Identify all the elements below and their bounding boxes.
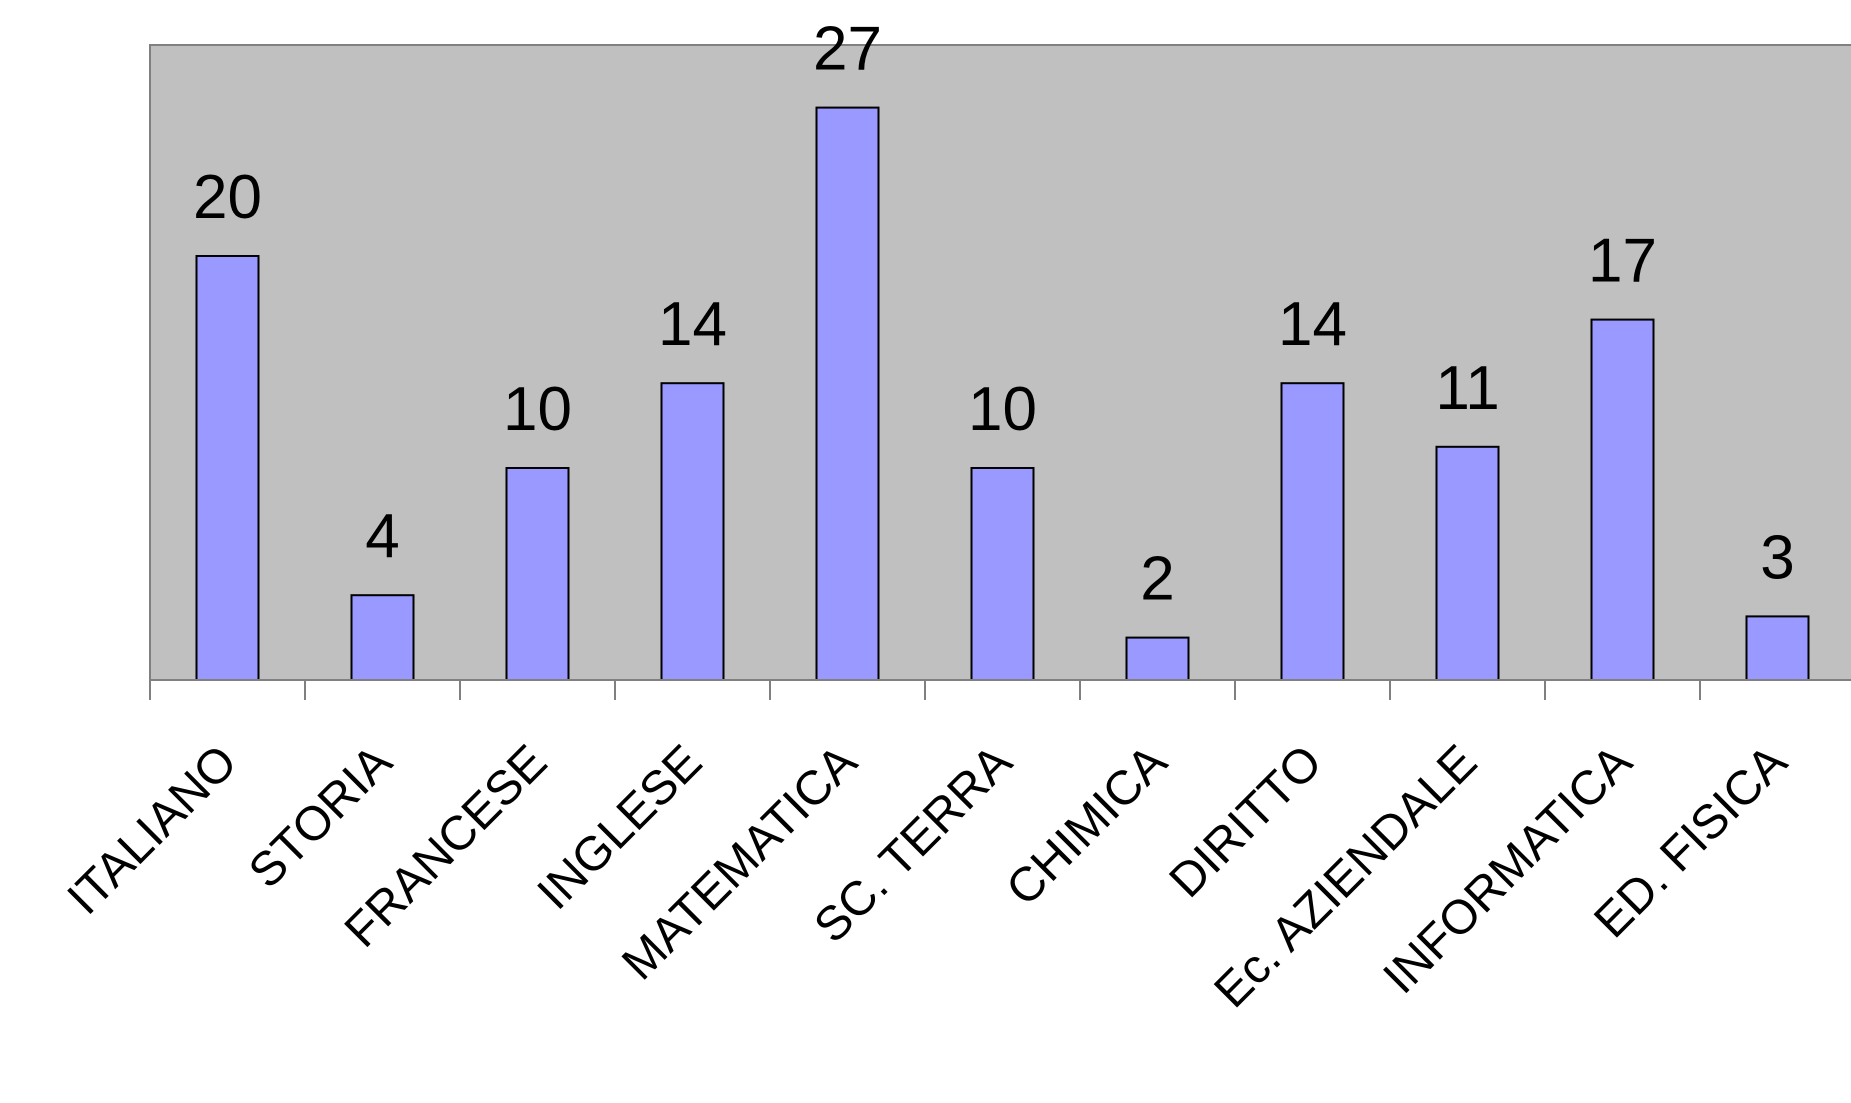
category-label-italiano: ITALIANO	[58, 735, 248, 925]
data-label-chimica: 2	[1140, 545, 1174, 614]
bar-francese	[505, 467, 570, 681]
bar-italiano	[195, 255, 260, 681]
data-label-storia: 4	[365, 502, 399, 571]
bar-matematica	[815, 106, 880, 682]
category-label-ec-aziendale: Ec. AZIENDALE	[1205, 735, 1488, 1018]
category-label-chimica: CHIMICA	[996, 735, 1177, 916]
data-labels-group: 20 4 10 14 27 10 2 14 11 17 3	[193, 15, 1795, 614]
bars-group	[195, 106, 1810, 682]
bar-sc-terra	[970, 467, 1035, 681]
data-label-sc-terra: 10	[968, 375, 1037, 444]
data-label-matematica: 27	[813, 15, 882, 84]
data-label-ec-aziendale: 11	[1435, 354, 1499, 423]
bar-inglese	[660, 382, 725, 681]
category-label-storia: STORIA	[239, 735, 402, 898]
data-label-informatica: 17	[1588, 227, 1657, 296]
category-labels-group: ITALIANOSTORIAFRANCESEINGLESEMATEMATICAS…	[58, 735, 1798, 1018]
bar-chimica	[1125, 636, 1190, 681]
data-label-francese: 10	[503, 375, 572, 444]
x-axis-ticks	[149, 680, 1701, 700]
data-label-inglese: 14	[658, 290, 727, 359]
bar-storia	[350, 594, 415, 682]
bar-ec-aziendale	[1435, 445, 1500, 681]
data-label-diritto: 14	[1278, 290, 1347, 359]
bar-ed-fisica	[1745, 615, 1810, 682]
bar-informatica	[1590, 318, 1655, 681]
bar-diritto	[1280, 382, 1345, 681]
data-label-ed-fisica: 3	[1760, 523, 1794, 592]
data-label-italiano: 20	[193, 163, 262, 232]
